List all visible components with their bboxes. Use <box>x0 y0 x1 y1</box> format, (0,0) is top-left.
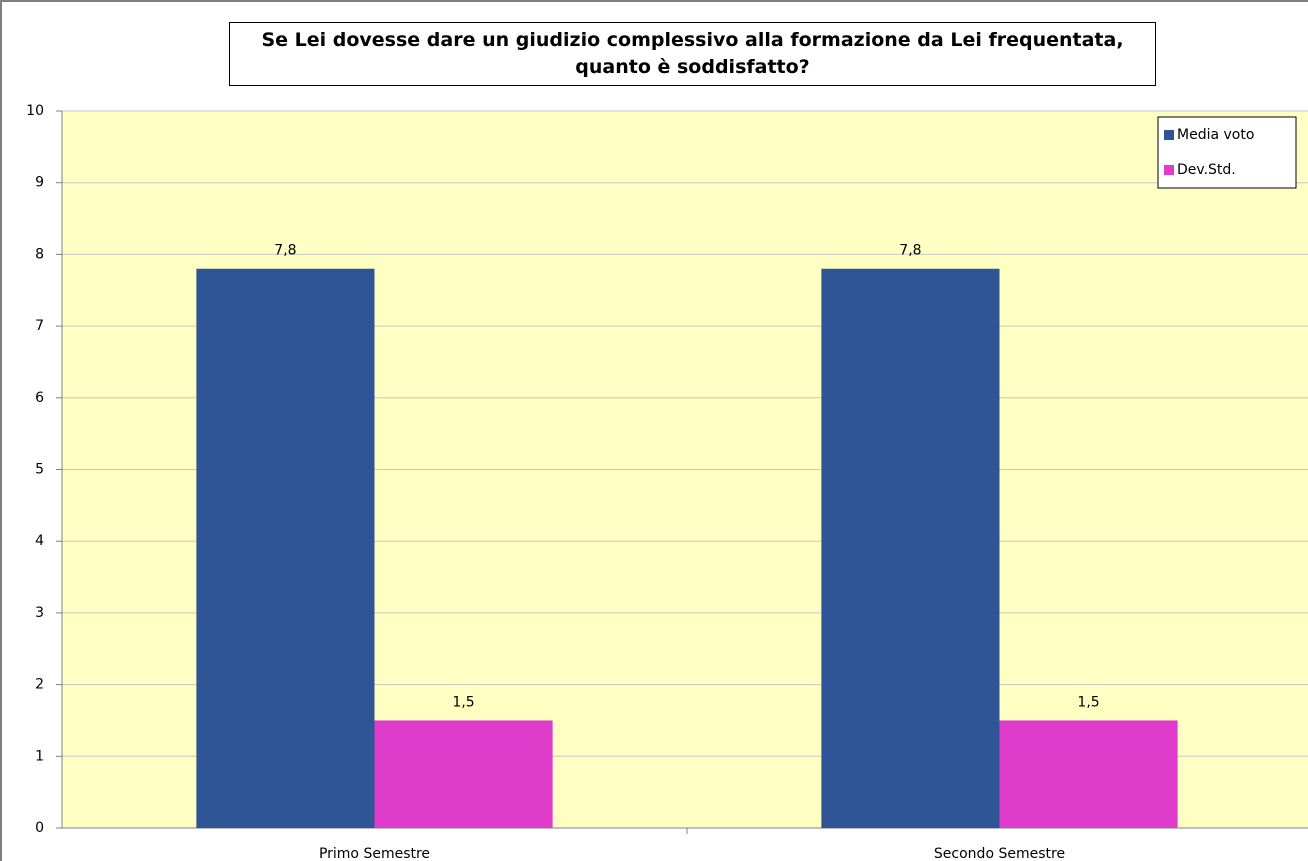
bar <box>999 720 1178 828</box>
chart-title: Se Lei dovesse dare un giudizio compless… <box>229 22 1156 86</box>
value-label: 1,5 <box>452 694 474 710</box>
y-tick-label: 4 <box>35 533 44 549</box>
value-label: 7,8 <box>899 243 921 259</box>
y-tick-label: 7 <box>35 318 44 334</box>
bar <box>374 720 553 828</box>
y-tick-label: 6 <box>35 390 44 406</box>
y-tick-label: 10 <box>26 103 44 119</box>
value-label: 7,8 <box>274 243 296 259</box>
legend-swatch <box>1164 165 1174 175</box>
x-tick-label: Primo Semestre <box>319 846 430 861</box>
y-tick-label: 8 <box>35 246 44 262</box>
legend-label: Dev.Std. <box>1177 162 1236 178</box>
y-tick-label: 5 <box>35 462 44 478</box>
y-tick-label: 1 <box>35 748 44 764</box>
y-tick-label: 9 <box>35 175 44 191</box>
legend-label: Media voto <box>1177 127 1254 143</box>
legend-swatch <box>1164 130 1174 140</box>
y-tick-label: 2 <box>35 677 44 693</box>
y-tick-label: 0 <box>35 820 44 836</box>
value-label: 1,5 <box>1077 694 1099 710</box>
x-tick-label: Secondo Semestre <box>934 846 1065 861</box>
y-tick-label: 3 <box>35 605 44 621</box>
bar <box>196 268 375 828</box>
legend-box <box>1157 116 1297 189</box>
bar <box>821 268 1000 828</box>
